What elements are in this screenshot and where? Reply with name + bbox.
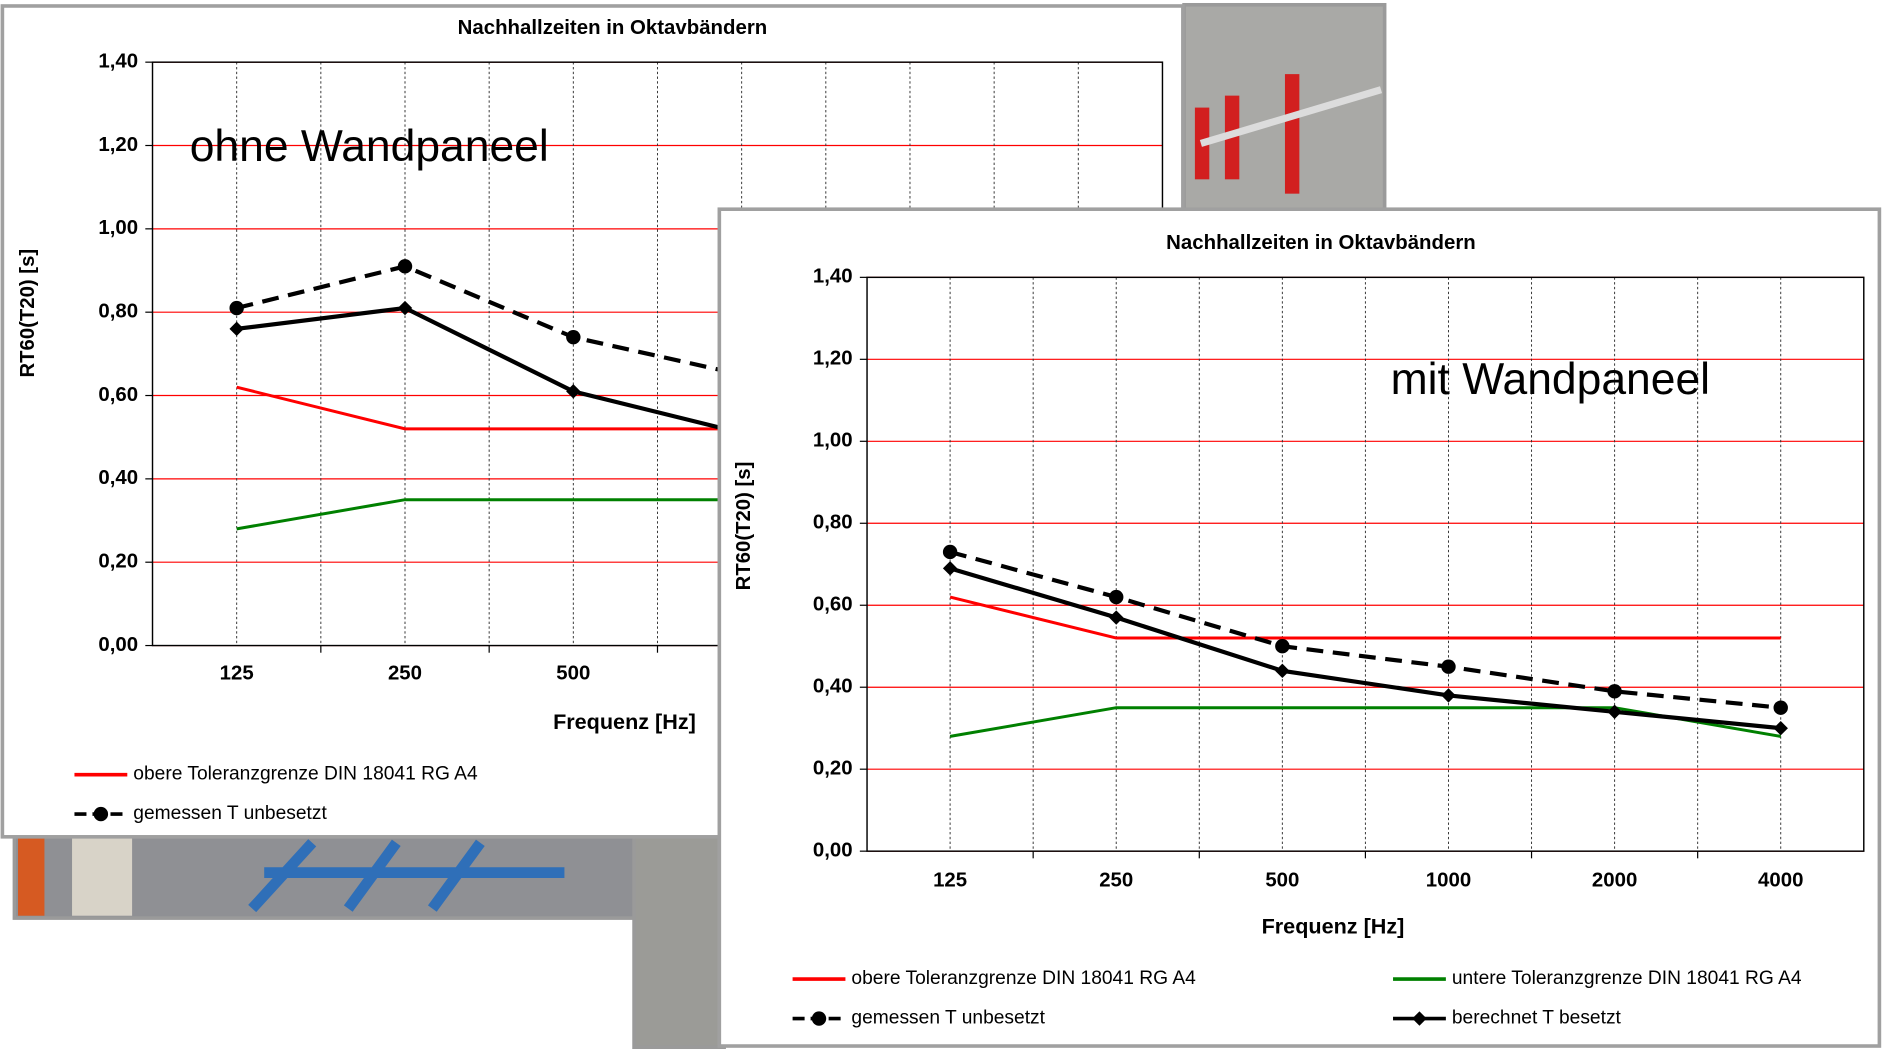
marker-circle (1441, 659, 1456, 674)
marker-diamond (1607, 704, 1622, 719)
series-line (236, 385, 742, 431)
marker-diamond (1412, 1011, 1427, 1026)
photo-detail (18, 836, 45, 916)
marker-circle (397, 259, 413, 274)
marker-diamond (397, 300, 413, 316)
marker-circle (1275, 639, 1290, 654)
y-tick-label: 1,40 (813, 266, 853, 288)
x-axis-label: Frequenz [Hz] (1262, 913, 1405, 938)
background-photos (12, 2, 1387, 1050)
marker-diamond (1773, 721, 1788, 736)
marker-circle (942, 544, 958, 560)
series-line (949, 566, 1781, 731)
series-line (236, 498, 742, 531)
legend-label: obere Toleranzgrenze DIN 18041 RG A4 (851, 968, 1196, 989)
y-tick-label: 0,00 (813, 840, 853, 862)
series-line (949, 595, 1781, 640)
x-tick-label: 500 (556, 663, 590, 685)
photo-detail (72, 836, 133, 916)
x-tick-label: 250 (1099, 869, 1133, 891)
y-tick-label: 1,00 (813, 430, 853, 452)
y-tick-label: 0,60 (98, 384, 138, 406)
x-tick-label: 500 (1265, 869, 1299, 891)
legend-label: untere Toleranzgrenze DIN 18041 RG A4 (1452, 968, 1802, 989)
y-tick-label: 1,00 (98, 217, 138, 239)
x-tick-label: 250 (388, 663, 422, 685)
y-tick-label: 0,40 (98, 467, 138, 489)
annotation: mit Wandpaneel (1391, 355, 1710, 404)
series-line (949, 549, 1781, 710)
legend-label: berechnet T besetzt (1452, 1008, 1622, 1029)
plot-border (866, 276, 1865, 852)
x-tick-label: 125 (933, 869, 967, 891)
legend-label: obere Toleranzgrenze DIN 18041 RG A4 (133, 764, 478, 785)
y-axis-label: RT60(T20) [s] (733, 462, 755, 591)
y-tick-label: 1,20 (813, 348, 853, 370)
chart-title: Nachhallzeiten in Oktavbändern (458, 17, 768, 39)
y-tick-label: 0,00 (98, 634, 138, 656)
marker-circle (1773, 700, 1788, 715)
x-tick-label: 1000 (1426, 869, 1471, 891)
marker-circle (566, 330, 581, 345)
marker-diamond (1275, 663, 1290, 678)
chart-title: Nachhallzeiten in Oktavbändern (1166, 232, 1476, 254)
y-axis-label: RT60(T20) [s] (17, 249, 39, 378)
x-tick-label: 125 (220, 663, 254, 685)
y-tick-label: 0,40 (813, 676, 853, 698)
annotation: ohne Wandpaneel (190, 122, 549, 171)
y-tick-label: 1,40 (98, 51, 138, 73)
marker-diamond (942, 561, 958, 576)
y-tick-label: 0,20 (98, 551, 138, 573)
marker-circle (229, 300, 244, 316)
marker-circle (93, 806, 109, 822)
y-tick-label: 1,20 (98, 134, 138, 156)
y-tick-label: 0,80 (98, 301, 138, 323)
x-tick-label: 4000 (1758, 869, 1803, 891)
photo-detail (1284, 74, 1300, 194)
x-axis-label: Frequenz [Hz] (553, 709, 696, 734)
photo-detail (1199, 86, 1383, 147)
marker-diamond (229, 321, 244, 337)
y-tick-label: 0,80 (813, 512, 853, 534)
series-line (236, 305, 743, 436)
y-tick-label: 0,20 (813, 758, 853, 780)
y-tick-label: 0,60 (813, 594, 853, 616)
x-tick-label: 2000 (1592, 869, 1637, 891)
marker-circle (1607, 684, 1622, 699)
legend-label: gemessen T unbesetzt (851, 1008, 1045, 1029)
marker-circle (1109, 589, 1124, 605)
legend-label: gemessen T unbesetzt (133, 803, 327, 824)
series-line (236, 264, 743, 377)
marker-diamond (1441, 688, 1456, 703)
ceiling-photo (1182, 2, 1387, 222)
marker-circle (811, 1011, 827, 1026)
photo-detail (248, 839, 565, 913)
chart: 0,00 0,20 0,40 0,60 0,80 1,00 1,20 1,40 125 250 50… (717, 207, 1882, 1048)
wall-photo (632, 823, 726, 1050)
